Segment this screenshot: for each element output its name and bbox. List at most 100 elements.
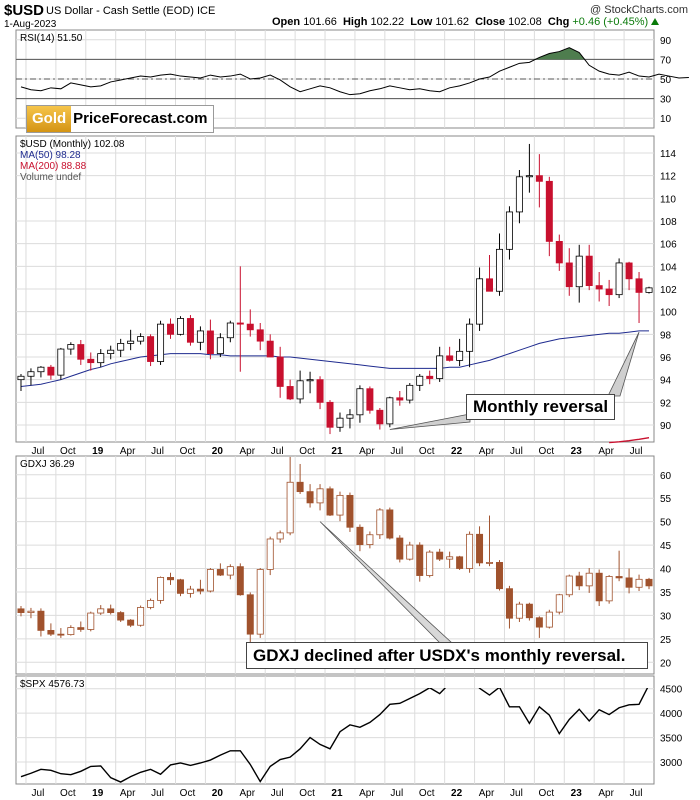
- gdxj-candle: [236, 566, 244, 596]
- chart-date: 1-Aug-2023: [4, 19, 57, 30]
- usd-candle: [77, 344, 85, 360]
- usd-x-tick-label: Apr: [359, 446, 375, 457]
- usd-x-tick-label: Apr: [120, 446, 136, 457]
- usd-candle: [456, 350, 464, 361]
- rsi-tick-label: 90: [660, 36, 672, 47]
- gdxj-candle: [396, 537, 404, 560]
- gdxj-candle: [436, 551, 444, 560]
- gdxj-frame: [15, 455, 655, 675]
- usd-x-tick-label: 19: [92, 446, 104, 457]
- spx-x-tick-label: Oct: [419, 788, 435, 799]
- gdxj-candle: [585, 572, 593, 587]
- high-value: 102.22: [370, 16, 405, 28]
- usd-candle: [356, 388, 364, 416]
- gdxj-candle: [386, 509, 394, 539]
- gdxj-candle: [296, 481, 304, 493]
- rsi-label: RSI(14) 51.50: [20, 33, 83, 44]
- rsi-tick-label: 10: [660, 114, 672, 125]
- gdxj-candle: [216, 569, 224, 576]
- usd-candle: [147, 336, 155, 362]
- usd-x-tick-label: Oct: [539, 446, 555, 457]
- low-label: Low: [410, 16, 433, 28]
- usd-candle: [486, 278, 494, 292]
- usd-x-tick-label: Oct: [419, 446, 435, 457]
- gdxj-candle: [356, 526, 364, 546]
- usd-candle: [476, 278, 484, 325]
- spx-tick-label: 3000: [660, 758, 683, 769]
- gdxj-candle: [147, 599, 155, 608]
- usd-tick-label: 94: [660, 376, 672, 387]
- usd-candle: [326, 401, 334, 428]
- high-label: High: [342, 16, 368, 28]
- low-value: 101.62: [435, 16, 469, 28]
- usd-candle: [67, 344, 75, 350]
- goldpriceforecast-logo: Gold PriceForecast.com: [26, 105, 214, 133]
- usd-candle: [167, 323, 175, 335]
- gdxj-candle: [226, 566, 234, 576]
- usd-candle: [157, 323, 165, 362]
- gdxj-tick-label: 50: [660, 518, 672, 529]
- usd-candle: [575, 255, 583, 288]
- gdxj-candle: [117, 612, 125, 621]
- usd-x-tick-label: Jul: [151, 446, 164, 457]
- gdxj-candle: [196, 588, 204, 592]
- spx-frame: [15, 675, 655, 785]
- gdxj-candle: [625, 577, 633, 588]
- gdxj-candle: [545, 611, 553, 628]
- gdxj-candle: [505, 588, 513, 619]
- chg-label: Chg: [547, 16, 570, 28]
- close-label: Close: [475, 16, 506, 28]
- gdxj-tick-label: 55: [660, 494, 672, 505]
- chart-symbol: $USD: [4, 2, 45, 19]
- spx-x-tick-label: 22: [451, 788, 463, 799]
- gdxj-candle: [446, 556, 454, 560]
- usd-candle: [186, 318, 194, 343]
- gdxj-candle: [17, 608, 25, 613]
- usd-x-tick-label: 20: [212, 446, 224, 457]
- gdxj-candle: [67, 627, 75, 636]
- callout-gdxj-declined: GDXJ declined after USDX's monthly rever…: [246, 642, 648, 669]
- gdxj-label: GDXJ 36.29: [20, 459, 75, 470]
- gdxj-candle: [615, 576, 623, 579]
- spx-x-tick-label: Oct: [180, 788, 196, 799]
- usd-candle: [236, 322, 244, 325]
- spx-x-tick-label: 19: [92, 788, 104, 799]
- spx-line: [20, 688, 649, 783]
- gdxj-tick-label: 25: [660, 635, 672, 646]
- gdxj-candle: [57, 633, 65, 636]
- usd-candle: [137, 336, 145, 342]
- usd-legend-entry: MA(200) 88.88: [20, 161, 87, 172]
- usd-candle: [206, 330, 214, 354]
- gdxj-candle: [167, 577, 175, 581]
- usd-candle: [296, 380, 304, 400]
- gdxj-candle: [206, 569, 214, 592]
- usd-candle: [117, 342, 125, 351]
- gdxj-candle: [77, 627, 85, 630]
- usd-candle: [446, 355, 454, 361]
- usd-candle: [286, 386, 294, 400]
- usd-tick-label: 108: [660, 217, 677, 228]
- gdxj-candle: [306, 491, 314, 504]
- usd-tick-label: 92: [660, 398, 672, 409]
- usd-tick-label: 102: [660, 285, 677, 296]
- usd-candle: [266, 340, 274, 358]
- usd-x-tick-label: 21: [331, 446, 343, 457]
- usd-candle: [615, 262, 623, 296]
- usd-candle: [226, 322, 234, 339]
- usd-candle: [386, 397, 394, 425]
- chg-value: +0.46 (+0.45%): [572, 16, 649, 28]
- spx-x-tick-label: Jul: [390, 788, 403, 799]
- usd-x-tick-label: Apr: [479, 446, 495, 457]
- usd-legend-entry: Volume undef: [20, 172, 81, 183]
- gdxj-candle: [346, 494, 354, 528]
- usd-candle: [515, 176, 523, 213]
- gdxj-candle: [266, 538, 274, 570]
- spx-tick-label: 4500: [660, 685, 683, 696]
- usd-candle: [495, 248, 503, 292]
- usd-candle: [645, 287, 653, 293]
- up-arrow-icon: [651, 18, 660, 25]
- gdxj-candle: [565, 575, 573, 596]
- gdxj-tick-label: 45: [660, 541, 672, 552]
- spx-x-tick-label: Oct: [60, 788, 76, 799]
